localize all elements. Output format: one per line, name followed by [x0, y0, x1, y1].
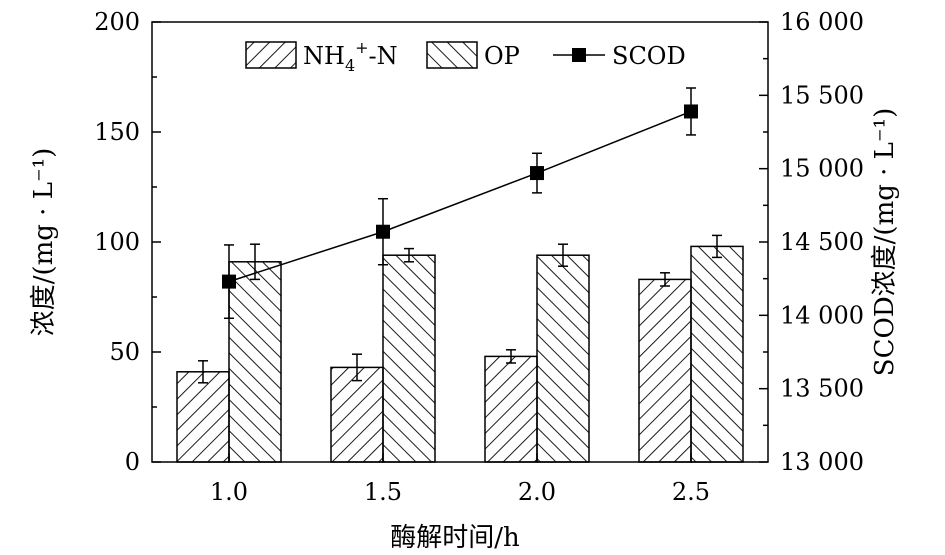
plot-area: [176, 87, 744, 463]
y-left-tick-label: 50: [109, 338, 140, 366]
y-right-tick-label: 14 000: [780, 301, 864, 329]
legend-label-nh4n: NH4+-N: [303, 38, 398, 75]
legend-label-op: OP: [484, 42, 520, 70]
y-left-tick-label: 0: [125, 448, 140, 476]
bar-op: [536, 254, 590, 463]
y-right-tick-label: 16 000: [780, 8, 864, 36]
x-tick-label: 1.5: [364, 478, 402, 506]
x-axis-label: 酶解时间/h: [390, 523, 520, 553]
point-scod: [222, 274, 236, 289]
y-left-tick-label: 200: [94, 8, 140, 36]
legend: NH4+-N OP SCOD: [245, 38, 686, 75]
x-tick-label: 2.0: [518, 478, 556, 506]
bar-op: [382, 254, 436, 463]
y-axis-right-label: SCOD浓度/(mg · L⁻¹): [870, 108, 900, 376]
y-right-tick-label: 15 000: [780, 155, 864, 183]
bar-nh4n: [176, 371, 230, 463]
point-scod: [684, 104, 698, 119]
point-scod: [530, 166, 544, 181]
y-right-tick-label: 15 500: [780, 81, 864, 109]
y-axis-left-label: 浓度/(mg · L⁻¹): [29, 148, 59, 337]
y-left-tick-label: 100: [94, 228, 140, 256]
legend-swatch-op: [426, 41, 478, 69]
bar-op: [228, 261, 282, 463]
point-scod: [376, 224, 390, 239]
legend-marker-scod: [572, 48, 586, 62]
y-right-tick-label: 13 500: [780, 375, 864, 403]
axes: 0 50 100 150 200 13 000 13 500 14 000 14 500 15 0…: [94, 8, 864, 506]
x-tick-label: 1.0: [210, 478, 248, 506]
y-left-tick-label: 150: [94, 118, 140, 146]
line-scod: [228, 110, 692, 283]
legend-swatch-nh4n: [245, 41, 297, 69]
x-tick-label: 2.5: [672, 478, 710, 506]
bar-nh4n: [484, 355, 538, 463]
bar-op: [690, 245, 744, 463]
bar-nh4n: [330, 366, 384, 463]
legend-label-scod: SCOD: [612, 42, 686, 70]
y-right-tick-label: 14 500: [780, 228, 864, 256]
y-right-tick-label: 13 000: [780, 448, 864, 476]
bar-nh4n: [638, 278, 692, 463]
